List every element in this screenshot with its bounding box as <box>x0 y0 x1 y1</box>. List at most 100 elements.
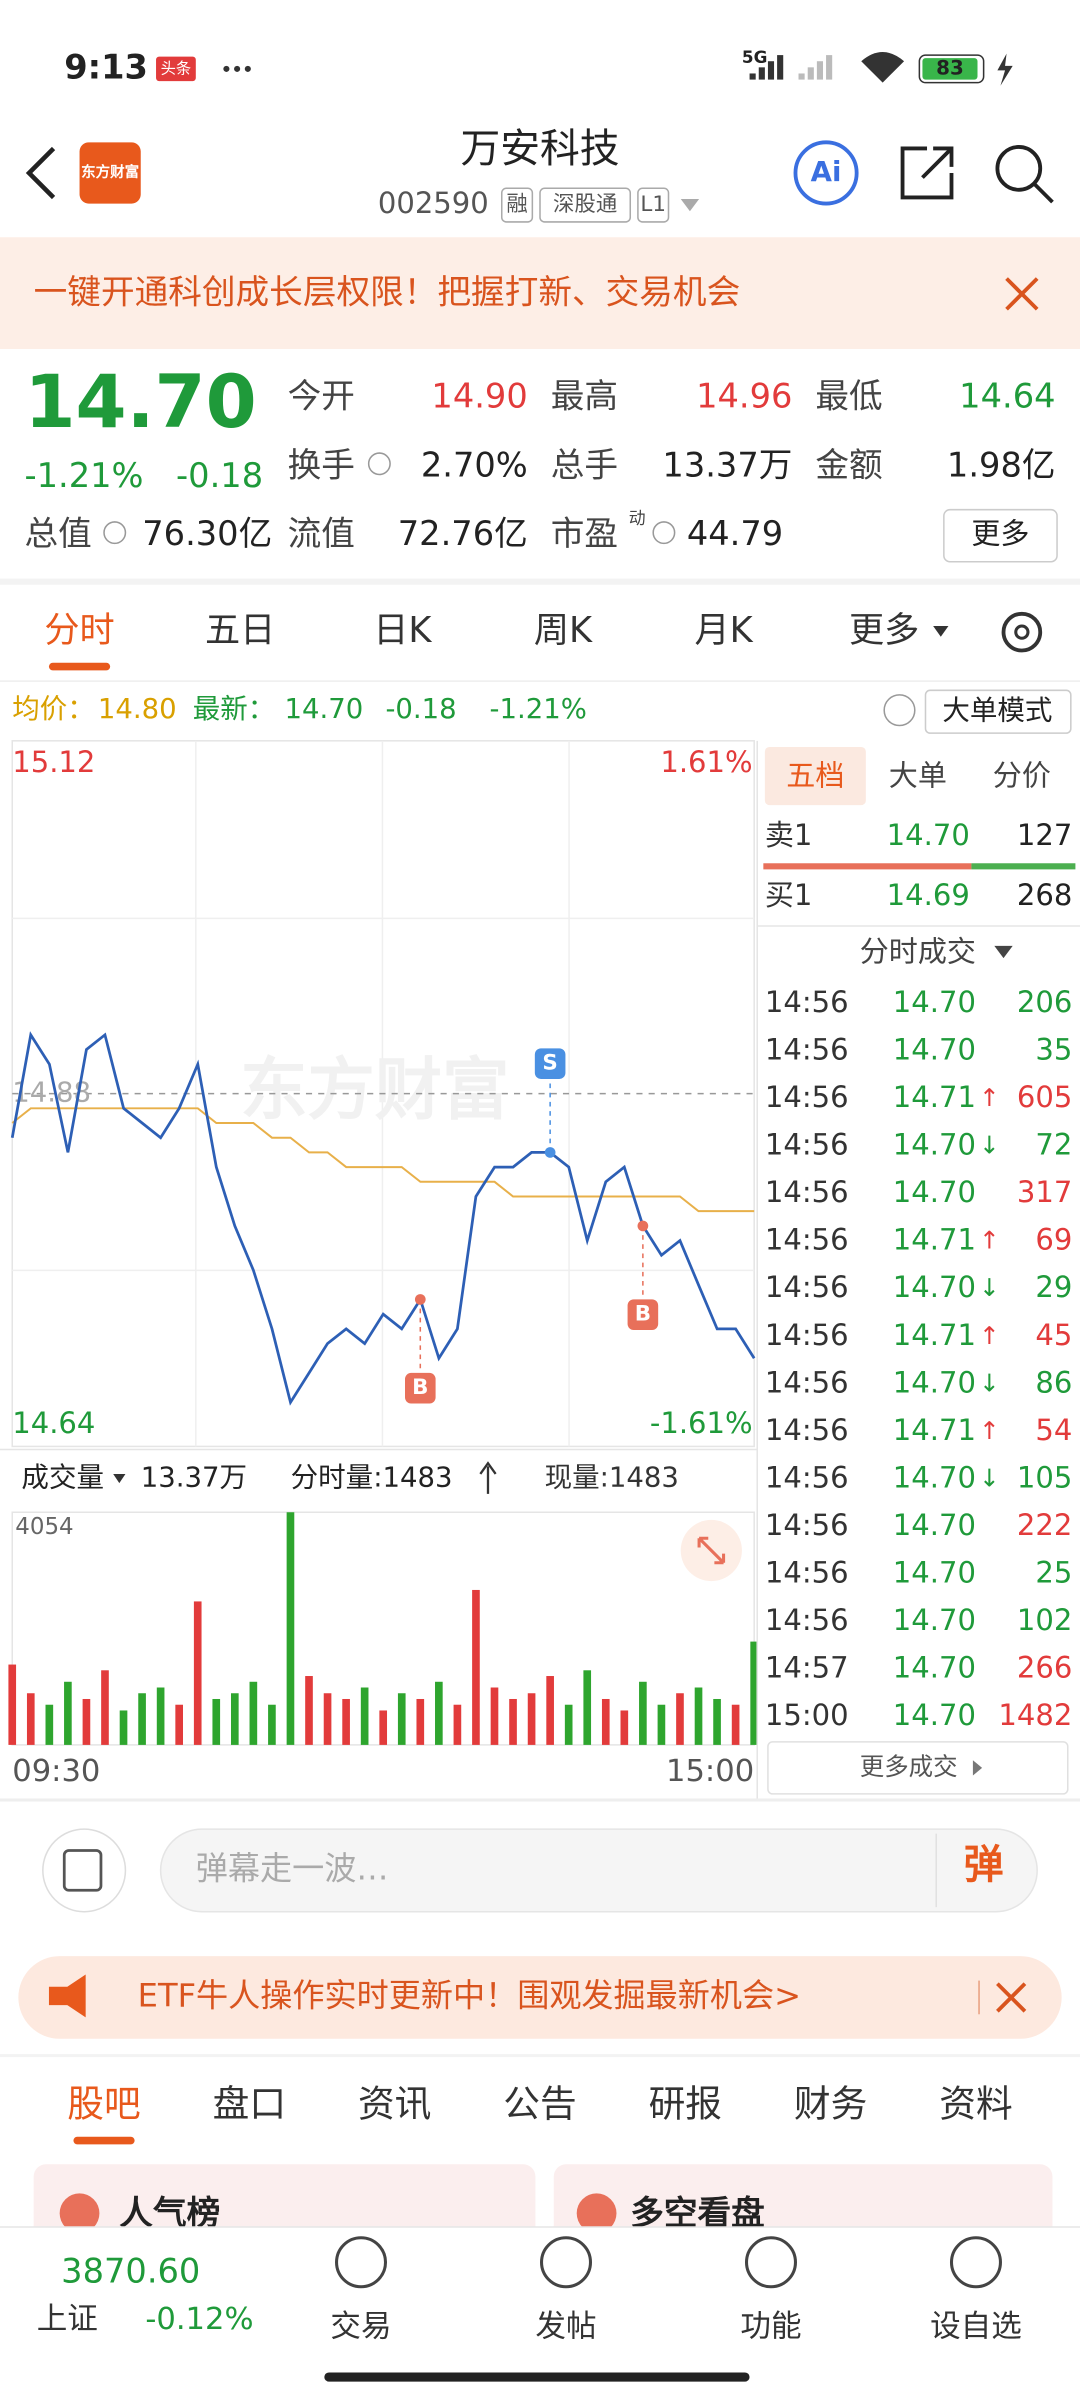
panel-tab[interactable]: 大单 <box>889 759 947 793</box>
more-trades-text[interactable]: 更多成交 <box>860 1752 958 1781</box>
battery-text: 83 <box>936 56 964 79</box>
tag: 深股通 <box>553 192 617 217</box>
nav-item[interactable]: 设自选 <box>930 2310 1022 2345</box>
volume-bar <box>397 1693 406 1745</box>
panel-tab[interactable]: 五档 <box>786 759 844 793</box>
volume-bar <box>286 1512 295 1745</box>
trade-time: 14:56 <box>765 1128 849 1162</box>
index-change: -0.12% <box>145 2302 253 2337</box>
volume-bar <box>435 1681 443 1745</box>
wifi-icon <box>861 52 905 83</box>
chart-tab[interactable]: 日K <box>373 610 432 651</box>
card-title: 多空看盘 <box>630 2193 765 2232</box>
signal-bar <box>807 67 814 80</box>
signal-dot <box>637 1220 649 1232</box>
signal-bar <box>816 61 824 80</box>
field-value: 76.30亿 <box>142 514 272 553</box>
mode-button[interactable] <box>924 689 1072 734</box>
danmaku-button[interactable]: 弹 <box>964 1842 1004 1888</box>
banner-text[interactable]: 一键开通科创成长层权限！把握打新、交易机会 <box>34 272 741 311</box>
field-label: 最高 <box>551 376 618 415</box>
volume-bar <box>305 1676 313 1745</box>
banner-bg <box>0 237 1080 349</box>
chart-tab[interactable]: 五日 <box>205 610 275 651</box>
trade-time: 14:56 <box>765 985 849 1019</box>
field-sup: 动 <box>629 508 646 528</box>
volume-bar <box>601 1698 610 1745</box>
trade-time: 15:00 <box>765 1698 849 1732</box>
field-label: 总值 <box>24 514 91 553</box>
vol-label[interactable]: 成交量 <box>21 1462 104 1494</box>
trade-vol: 605 <box>1017 1080 1072 1114</box>
tag-arrow <box>680 198 700 212</box>
change-pct: -1.21% <box>24 456 143 495</box>
field-value: 72.76亿 <box>398 514 528 553</box>
volume-bar <box>620 1710 629 1745</box>
volume-bar <box>472 1589 480 1745</box>
logo-text: 东方财富 <box>81 163 139 181</box>
nav-item[interactable]: 功能 <box>740 2310 801 2345</box>
divider <box>0 1798 1080 1802</box>
signal-bar <box>758 67 765 80</box>
ad-text[interactable]: ETF牛人操作实时更新中！围观发掘最新机会> <box>138 1976 801 2014</box>
watermark: 东方财富 <box>240 1051 509 1129</box>
trade-vol: 102 <box>1017 1603 1072 1637</box>
signal-text: S <box>542 1051 557 1076</box>
field-label: 最低 <box>815 376 882 415</box>
badge-bg <box>156 56 196 82</box>
comment-icon-doc <box>62 1849 103 1892</box>
settings-button[interactable] <box>1001 611 1043 653</box>
divider <box>0 578 1080 585</box>
more-text[interactable]: 更多 <box>971 517 1029 551</box>
section-tab[interactable]: 资讯 <box>358 2083 431 2126</box>
chart-tab[interactable]: 分时 <box>44 610 114 651</box>
comment-placeholder[interactable]: 弹幕走一波… <box>196 1849 389 1887</box>
ai-button[interactable] <box>793 140 859 206</box>
ai-text[interactable]: Ai <box>811 156 842 188</box>
avg-label: 均价： <box>12 693 95 725</box>
chart-tab[interactable]: 周K <box>534 610 593 651</box>
more-trades-button[interactable] <box>767 1741 1069 1795</box>
trade-vol: 222 <box>1017 1508 1072 1542</box>
chart-tab[interactable]: 月K <box>694 610 753 651</box>
search-button[interactable] <box>995 145 1043 192</box>
volume-bar <box>342 1698 350 1745</box>
vol-arrow <box>113 1473 126 1484</box>
chart-tab[interactable]: 更多 <box>849 610 919 651</box>
ad-bg[interactable] <box>18 1956 1062 2039</box>
more-button[interactable] <box>943 508 1058 563</box>
banner-close[interactable] <box>1005 277 1039 311</box>
section-tab[interactable]: 财务 <box>794 2083 867 2126</box>
dot <box>244 65 251 72</box>
trade-arrow: ↓ <box>979 1273 1000 1302</box>
section-tab[interactable]: 公告 <box>503 2083 576 2126</box>
trade-vol: 25 <box>1035 1555 1072 1589</box>
section-underline <box>73 2136 135 2145</box>
trade-arrow: ↓ <box>979 1368 1000 1397</box>
help-icon[interactable] <box>883 694 916 727</box>
nav-item[interactable]: 发帖 <box>535 2310 596 2345</box>
section-tab[interactable]: 资料 <box>939 2083 1012 2126</box>
avg-line <box>11 1107 755 1213</box>
mode-text[interactable]: 大单模式 <box>942 695 1052 727</box>
section-tab[interactable]: 盘口 <box>213 2083 286 2126</box>
back-button[interactable] <box>25 146 56 200</box>
share-button[interactable] <box>900 146 954 200</box>
x-start-label: 09:30 <box>12 1754 100 1789</box>
panel-tab[interactable]: 分价 <box>993 759 1051 793</box>
trade-vol: 45 <box>1035 1318 1072 1352</box>
signal-bar <box>826 55 833 80</box>
change: -0.18 <box>176 456 263 495</box>
volume-bar <box>564 1704 573 1745</box>
section-tab[interactable]: 股吧 <box>67 2083 140 2126</box>
trade-vol: 54 <box>1035 1413 1072 1447</box>
nav-icon <box>335 2236 388 2289</box>
trades-title: 分时成交 <box>860 935 976 969</box>
volume-bar <box>527 1693 536 1745</box>
nav-item[interactable]: 交易 <box>330 2310 391 2345</box>
comment-icon[interactable] <box>42 1828 127 1913</box>
volume-bar <box>193 1601 202 1745</box>
comment-input[interactable] <box>159 1828 1038 1913</box>
ad-close[interactable] <box>996 1982 1027 2013</box>
section-tab[interactable]: 研报 <box>649 2083 722 2126</box>
